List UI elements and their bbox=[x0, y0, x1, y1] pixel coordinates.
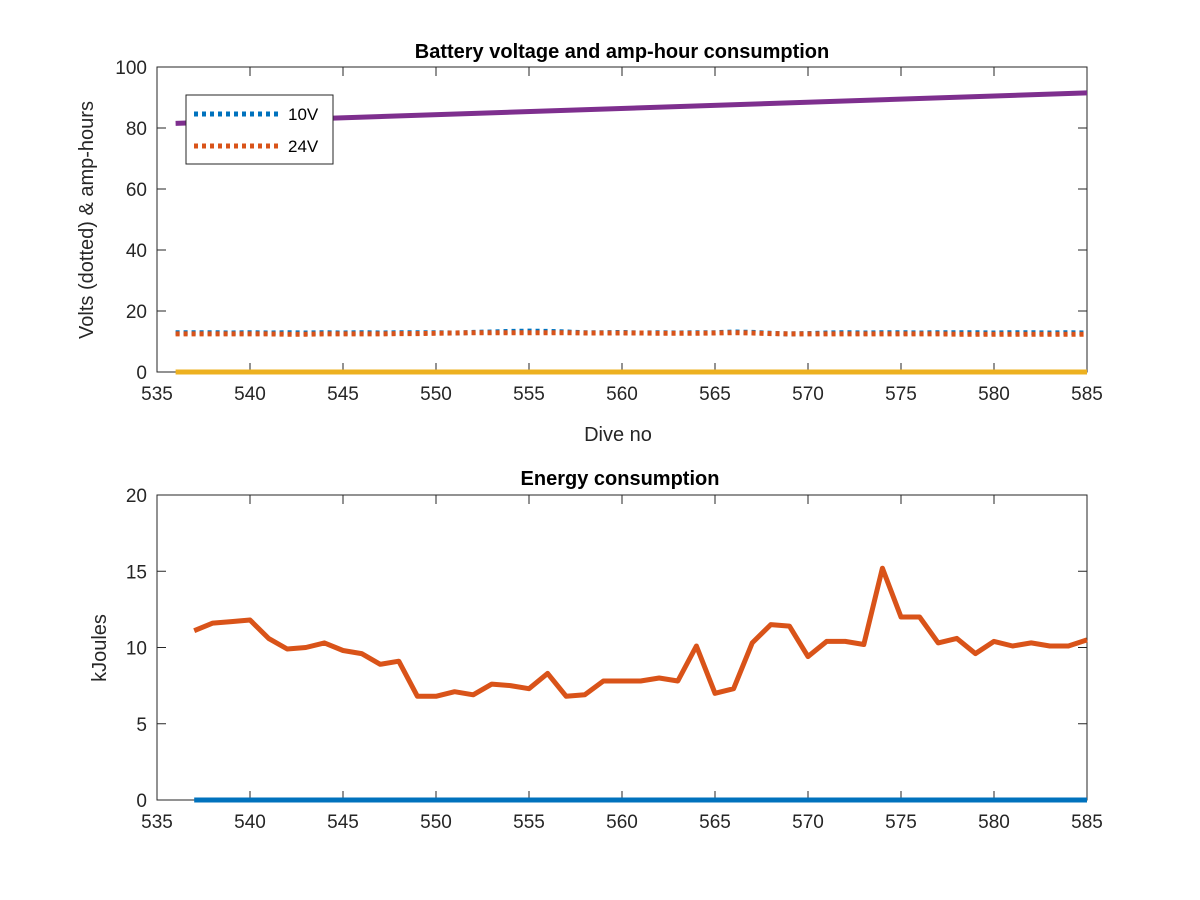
x-tick-label: 580 bbox=[978, 812, 1010, 833]
y-tick-label: 20 bbox=[126, 486, 147, 507]
y-tick-label: 60 bbox=[126, 180, 147, 201]
x-tick-label: 540 bbox=[234, 384, 266, 405]
x-tick-label: 555 bbox=[513, 812, 545, 833]
chart-title: Battery voltage and amp-hour consumption bbox=[415, 41, 829, 63]
x-tick-label: 535 bbox=[141, 384, 173, 405]
x-tick-label: 570 bbox=[792, 812, 824, 833]
x-axis-label: Dive no bbox=[584, 424, 652, 446]
chart-title: Energy consumption bbox=[521, 468, 720, 490]
x-tick-label: 585 bbox=[1071, 384, 1103, 405]
y-axis-label: kJoules bbox=[89, 614, 111, 682]
x-tick-label: 550 bbox=[420, 812, 452, 833]
x-tick-label: 570 bbox=[792, 384, 824, 405]
x-tick-label: 565 bbox=[699, 384, 731, 405]
y-tick-label: 80 bbox=[126, 119, 147, 140]
x-tick-label: 535 bbox=[141, 812, 173, 833]
voltage-amphour-chart: Battery voltage and amp-hour consumption… bbox=[76, 41, 1103, 446]
energy-consumption-chart: Energy consumption kJoules 535 540 545 550 5… bbox=[89, 468, 1103, 833]
y-tick-label: 0 bbox=[136, 363, 147, 384]
y-tick-label: 10 bbox=[126, 639, 147, 660]
legend-box bbox=[185, 94, 334, 165]
x-tick-label: 560 bbox=[606, 384, 638, 405]
x-tick-label: 575 bbox=[885, 812, 917, 833]
y-axis-label: Volts (dotted) & amp-hours bbox=[76, 101, 98, 339]
y-tick-label: 100 bbox=[115, 58, 147, 79]
legend-label-10v: 10V bbox=[288, 105, 319, 124]
axis-ticks: 535 540 545 550 555 560 565 570 575 580 585 0 20 40 60… bbox=[115, 58, 1103, 405]
legend: 10V 24V bbox=[185, 94, 334, 165]
axis-ticks: 535 540 545 550 555 560 565 570 575 580 585 0 5 10 15 2… bbox=[126, 486, 1103, 833]
x-tick-label: 545 bbox=[327, 812, 359, 833]
y-tick-label: 20 bbox=[126, 302, 147, 323]
y-tick-label: 40 bbox=[126, 241, 147, 262]
x-tick-label: 555 bbox=[513, 384, 545, 405]
x-tick-label: 545 bbox=[327, 384, 359, 405]
series-layer bbox=[193, 565, 1088, 803]
y-tick-label: 0 bbox=[136, 791, 147, 812]
series-line-1 bbox=[193, 565, 1088, 699]
x-tick-label: 550 bbox=[420, 384, 452, 405]
x-tick-label: 560 bbox=[606, 812, 638, 833]
x-tick-label: 580 bbox=[978, 384, 1010, 405]
x-tick-label: 565 bbox=[699, 812, 731, 833]
x-tick-label: 575 bbox=[885, 384, 917, 405]
y-tick-label: 15 bbox=[126, 562, 147, 583]
x-tick-label: 540 bbox=[234, 812, 266, 833]
legend-label-24v: 24V bbox=[288, 137, 319, 156]
y-tick-label: 5 bbox=[136, 715, 147, 736]
x-tick-label: 585 bbox=[1071, 812, 1103, 833]
